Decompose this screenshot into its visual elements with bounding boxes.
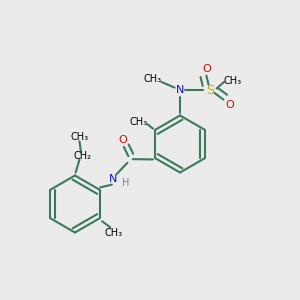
Text: N: N (109, 174, 118, 184)
Text: CH₃: CH₃ (104, 228, 122, 238)
Text: N: N (176, 85, 184, 95)
Text: O: O (225, 100, 234, 110)
Text: CH₃: CH₃ (130, 117, 148, 127)
Text: CH₃: CH₃ (224, 76, 242, 86)
Text: CH₃: CH₃ (144, 74, 162, 85)
Text: CH₂: CH₂ (74, 151, 92, 161)
Text: H: H (122, 178, 129, 188)
Text: CH₃: CH₃ (70, 131, 88, 142)
Text: O: O (118, 135, 127, 145)
Text: S: S (206, 83, 214, 97)
Text: O: O (202, 64, 211, 74)
